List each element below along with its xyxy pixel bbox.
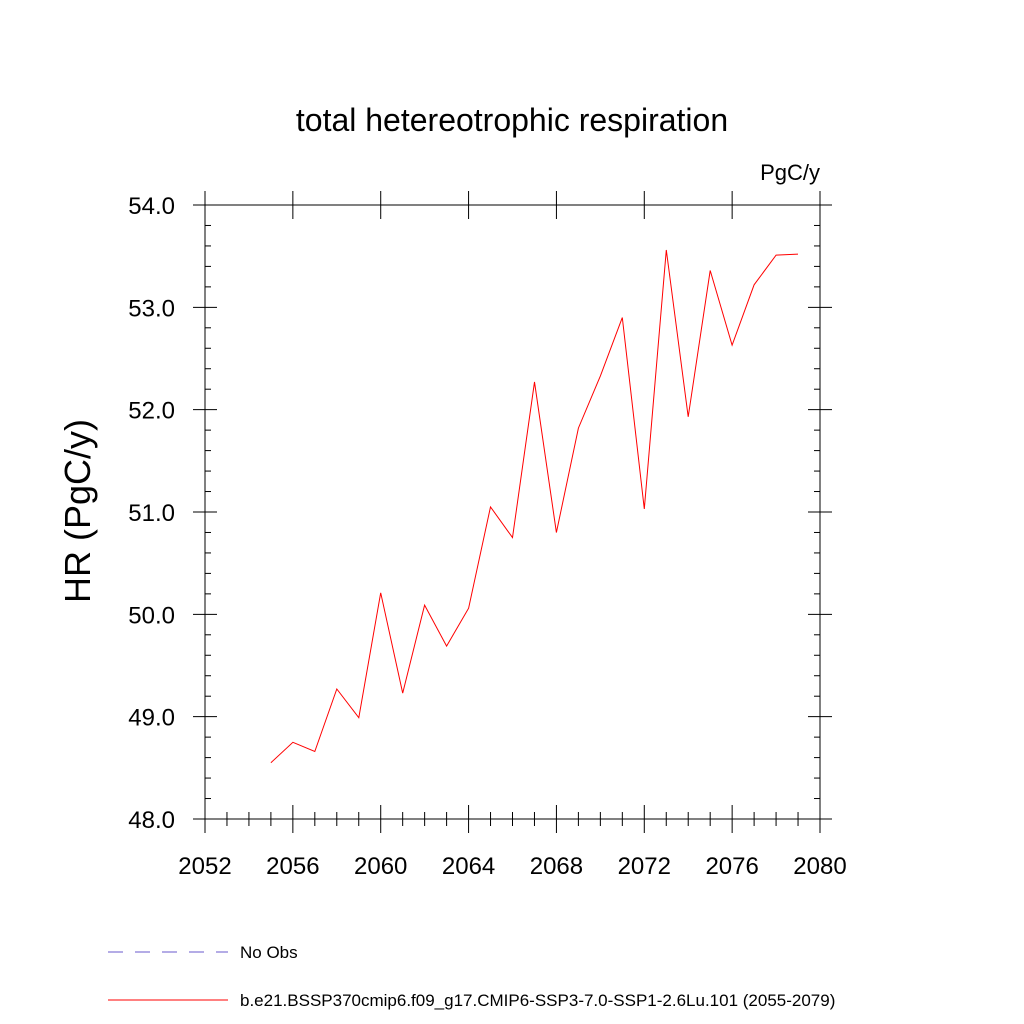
units-label: PgC/y	[760, 160, 820, 185]
y-tick-label: 48.0	[128, 807, 175, 834]
y-tick-label: 53.0	[128, 295, 175, 322]
series-line	[270, 249, 799, 764]
legend: No Obs b.e21.BSSP370cmip6.f09_g17.CMIP6-S…	[108, 943, 835, 1010]
y-tick-label: 52.0	[128, 398, 175, 425]
x-tick-label: 2052	[178, 853, 231, 880]
x-tick-label: 2068	[530, 853, 583, 880]
plot-frame	[204, 204, 821, 820]
y-tick-label: 50.0	[128, 602, 175, 629]
x-tick-label: 2060	[354, 853, 407, 880]
y-tick-label: 49.0	[128, 705, 175, 732]
y-tick-label: 54.0	[128, 193, 175, 220]
x-tick-label: 2080	[793, 853, 846, 880]
x-tick-label: 2064	[442, 853, 495, 880]
legend-label: No Obs	[240, 943, 298, 962]
series-group	[270, 249, 799, 764]
y-axis-label: HR (PgC/y)	[57, 419, 98, 603]
legend-label: b.e21.BSSP370cmip6.f09_g17.CMIP6-SSP3-7.…	[240, 991, 835, 1010]
axis-ticks	[193, 191, 832, 833]
x-tick-label: 2072	[618, 853, 671, 880]
y-tick-label: 51.0	[128, 500, 175, 527]
x-tick-label: 2056	[266, 853, 319, 880]
x-tick-label: 2076	[705, 853, 758, 880]
axis-tick-labels: 2052 2056 2060 2064 2068 2072 2076 2080 48.0 49.0…	[128, 193, 846, 880]
chart-title: total hetereotrophic respiration	[296, 102, 728, 138]
